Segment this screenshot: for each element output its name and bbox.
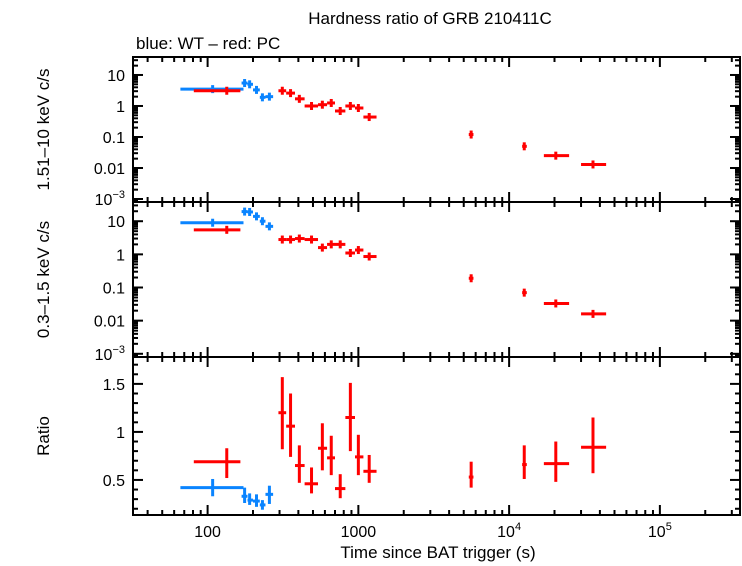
y-tick-label: 0.1 bbox=[103, 281, 125, 298]
data-point-pc bbox=[522, 445, 527, 479]
data-point-pc bbox=[363, 454, 377, 483]
data-point-pc bbox=[278, 86, 287, 95]
y-axis-label-2: 0.3–1.5 keV c/s bbox=[34, 221, 53, 338]
data-point-wt bbox=[247, 207, 253, 216]
y-axis-label-3: Ratio bbox=[34, 416, 53, 456]
data-point-wt bbox=[252, 212, 260, 221]
data-point-wt bbox=[259, 500, 266, 510]
x-tick-label: 104 bbox=[497, 521, 521, 541]
data-point-pc bbox=[345, 101, 356, 110]
x-tick-label: 105 bbox=[648, 521, 672, 541]
data-point-wt bbox=[265, 485, 274, 504]
data-point-wt bbox=[180, 478, 244, 497]
data-point-pc bbox=[193, 448, 241, 479]
data-point-pc bbox=[278, 235, 287, 244]
y-tick-label: 0.1 bbox=[103, 130, 125, 147]
data-point-pc bbox=[304, 101, 319, 110]
x-tick-label: 100 bbox=[194, 524, 221, 541]
data-point-pc bbox=[327, 98, 336, 107]
data-point-pc bbox=[335, 240, 346, 249]
data-point-wt bbox=[265, 222, 274, 231]
data-point-wt bbox=[241, 79, 248, 88]
y-axis-label-1: 1.51–10 keV c/s bbox=[34, 69, 53, 191]
y-tick-label: 10−3 bbox=[95, 344, 125, 364]
y-tick-label: 1.5 bbox=[103, 377, 125, 394]
data-point-wt bbox=[241, 487, 248, 503]
data-point-wt bbox=[259, 217, 266, 226]
x-axis-label: Time since BAT trigger (s) bbox=[340, 543, 535, 562]
data-point-pc bbox=[193, 225, 241, 234]
panel-1 bbox=[132, 56, 741, 203]
data-point-wt bbox=[247, 493, 253, 505]
data-point-pc bbox=[355, 246, 364, 255]
data-point-pc bbox=[327, 240, 336, 249]
data-point-pc bbox=[335, 106, 346, 115]
y-tick-label: 1 bbox=[116, 425, 125, 442]
chart-subtitle: blue: WT – red: PC bbox=[136, 34, 280, 53]
chart-title: Hardness ratio of GRB 210411C bbox=[308, 9, 551, 28]
data-point-wt bbox=[241, 207, 248, 216]
data-point-pc bbox=[286, 89, 296, 98]
panel-frame bbox=[132, 56, 741, 203]
data-point-pc bbox=[295, 445, 305, 483]
data-point-wt bbox=[259, 93, 266, 102]
y-tick-label: 10−3 bbox=[95, 189, 125, 209]
data-point-pc bbox=[318, 243, 328, 252]
data-point-pc bbox=[363, 113, 377, 122]
panel-frame bbox=[132, 201, 741, 358]
data-point-pc bbox=[468, 130, 474, 139]
data-point-pc bbox=[468, 274, 474, 283]
data-point-pc bbox=[468, 461, 474, 488]
data-point-pc bbox=[304, 235, 319, 244]
data-point-pc bbox=[355, 104, 364, 113]
data-point-pc bbox=[522, 142, 527, 151]
data-point-pc bbox=[318, 100, 328, 109]
x-tick-label: 1000 bbox=[341, 524, 377, 541]
data-point-pc bbox=[363, 252, 377, 261]
data-point-pc bbox=[543, 299, 570, 308]
y-tick-label: 0.5 bbox=[103, 473, 125, 490]
data-point-pc bbox=[193, 86, 241, 95]
data-point-pc bbox=[295, 94, 305, 103]
data-point-pc bbox=[345, 382, 356, 452]
panel-3 bbox=[132, 356, 741, 516]
data-point-pc bbox=[304, 467, 319, 494]
data-point-pc bbox=[318, 423, 328, 471]
data-point-pc bbox=[581, 160, 607, 169]
data-point-pc bbox=[327, 435, 336, 476]
data-point-pc bbox=[335, 474, 346, 499]
data-point-pc bbox=[581, 309, 607, 318]
data-point-wt bbox=[252, 85, 260, 94]
y-tick-label: 0.01 bbox=[94, 314, 125, 331]
data-point-pc bbox=[286, 235, 296, 244]
data-point-pc bbox=[522, 288, 527, 297]
data-point-pc bbox=[286, 393, 296, 457]
panel-frame bbox=[132, 356, 741, 516]
data-point-pc bbox=[345, 248, 356, 257]
data-point-pc bbox=[581, 417, 607, 474]
panel-2 bbox=[132, 201, 741, 358]
y-tick-label: 10 bbox=[107, 214, 125, 231]
data-point-pc bbox=[355, 434, 364, 476]
data-point-pc bbox=[295, 234, 305, 243]
y-tick-label: 0.01 bbox=[94, 161, 125, 178]
y-tick-label: 1 bbox=[116, 247, 125, 264]
data-point-wt bbox=[252, 494, 260, 507]
data-point-pc bbox=[543, 151, 570, 160]
y-tick-label: 10 bbox=[107, 68, 125, 85]
data-point-wt bbox=[247, 80, 253, 89]
y-tick-label: 1 bbox=[116, 99, 125, 116]
data-point-wt bbox=[265, 92, 274, 101]
data-point-pc bbox=[278, 377, 287, 450]
data-point-wt bbox=[180, 218, 244, 227]
data-point-pc bbox=[543, 441, 570, 482]
